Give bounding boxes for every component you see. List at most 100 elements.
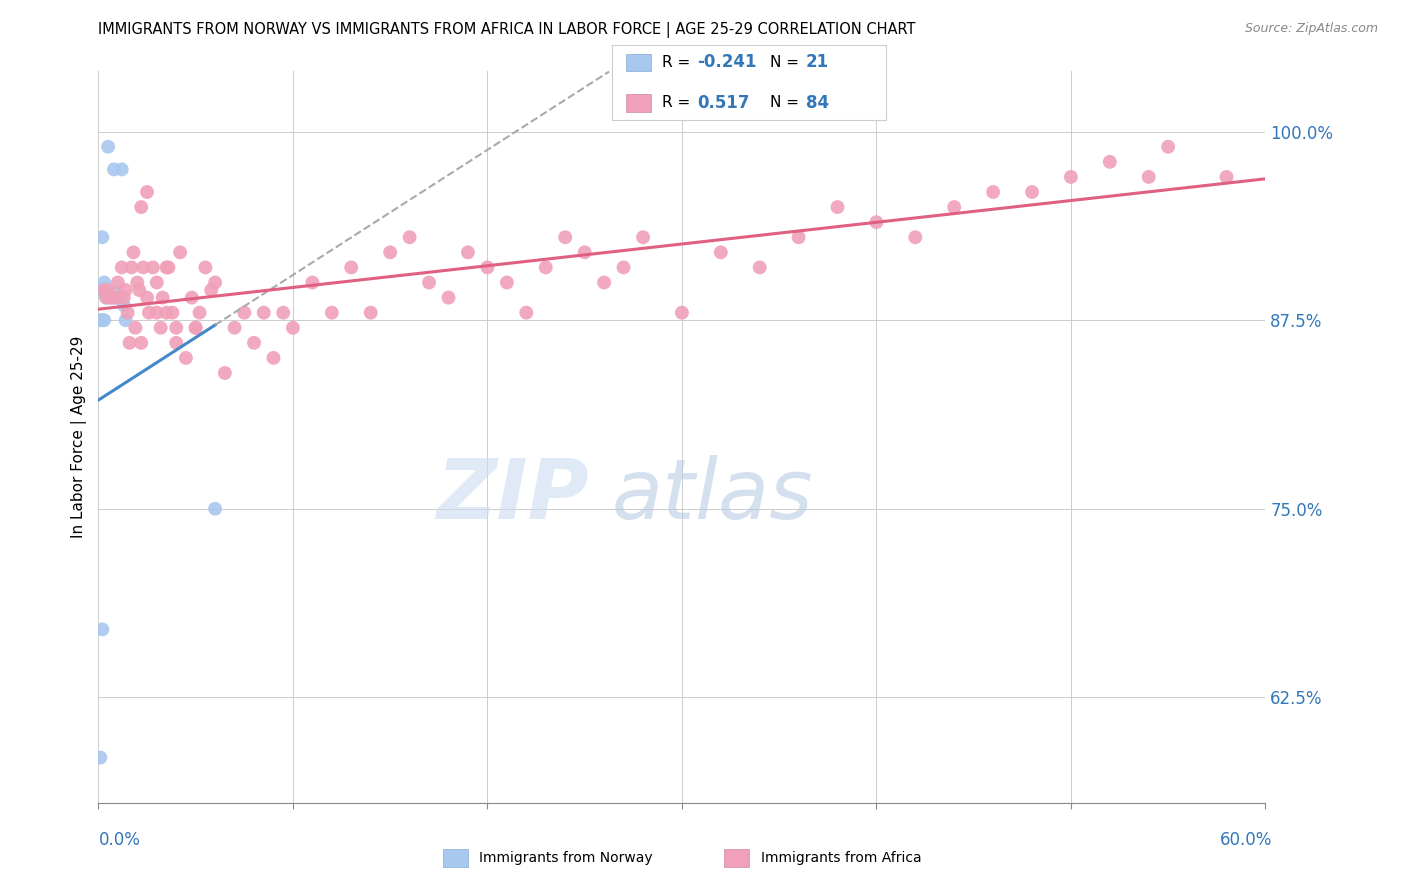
Point — [904, 230, 927, 244]
Text: 0.0%: 0.0% — [98, 831, 141, 849]
Point — [1098, 154, 1121, 169]
Point — [96, 291, 118, 305]
Point — [129, 335, 152, 350]
Point — [233, 306, 256, 320]
Point — [180, 291, 202, 305]
Point — [98, 291, 121, 305]
Text: Immigrants from Africa: Immigrants from Africa — [761, 851, 921, 865]
Point — [204, 276, 226, 290]
Point — [157, 260, 180, 275]
Text: 60.0%: 60.0% — [1220, 831, 1272, 849]
Point — [124, 320, 146, 334]
Point — [214, 366, 236, 380]
Point — [146, 276, 169, 290]
Point — [1157, 140, 1180, 154]
Point — [114, 313, 136, 327]
Point — [321, 306, 343, 320]
Point — [117, 306, 139, 320]
Text: 0.517: 0.517 — [697, 94, 749, 112]
Point — [340, 260, 363, 275]
Point — [132, 260, 155, 275]
Point — [96, 291, 118, 305]
Point — [112, 291, 135, 305]
Point — [574, 245, 596, 260]
Point — [613, 260, 636, 275]
Point — [101, 291, 124, 305]
Point — [378, 245, 402, 260]
Point — [136, 185, 159, 199]
Point — [93, 283, 115, 297]
Text: N =: N = — [770, 95, 804, 110]
Point — [515, 306, 537, 320]
Point — [1137, 169, 1160, 184]
Point — [149, 320, 172, 334]
Point — [418, 276, 440, 290]
Point — [103, 291, 125, 305]
Text: Immigrants from Norway: Immigrants from Norway — [479, 851, 652, 865]
Point — [224, 320, 246, 334]
Point — [108, 291, 131, 305]
Point — [104, 286, 127, 301]
Y-axis label: In Labor Force | Age 25-29: In Labor Force | Age 25-29 — [72, 336, 87, 538]
Point — [136, 291, 159, 305]
Point — [91, 313, 114, 327]
Point — [97, 140, 120, 154]
Point — [112, 298, 135, 312]
Point — [138, 306, 160, 320]
Point — [827, 200, 849, 214]
Point — [787, 230, 810, 244]
Text: -0.241: -0.241 — [697, 54, 756, 71]
Point — [534, 260, 557, 275]
Point — [188, 306, 211, 320]
Point — [554, 230, 576, 244]
Point — [122, 245, 145, 260]
Text: N =: N = — [770, 55, 804, 70]
Point — [200, 283, 222, 297]
Point — [142, 260, 165, 275]
Point — [89, 750, 111, 764]
Point — [107, 276, 129, 290]
Text: atlas: atlas — [612, 455, 814, 536]
Point — [243, 335, 266, 350]
Point — [981, 185, 1004, 199]
Point — [162, 306, 184, 320]
Point — [457, 245, 479, 260]
Point — [111, 162, 134, 177]
Point — [103, 162, 125, 177]
Point — [107, 291, 129, 305]
Point — [710, 245, 733, 260]
Point — [93, 313, 115, 327]
Point — [97, 283, 120, 297]
Point — [89, 283, 111, 297]
Point — [253, 306, 276, 320]
Text: 21: 21 — [806, 54, 828, 71]
Point — [631, 230, 654, 244]
Point — [495, 276, 517, 290]
Point — [865, 215, 887, 229]
Point — [104, 291, 127, 305]
Point — [360, 306, 382, 320]
Point — [152, 291, 174, 305]
Point — [111, 260, 134, 275]
Point — [593, 276, 616, 290]
Point — [165, 320, 187, 334]
Point — [281, 320, 304, 334]
Text: ZIP: ZIP — [436, 455, 589, 536]
Point — [184, 320, 207, 334]
Point — [262, 351, 284, 365]
Point — [91, 230, 114, 244]
Point — [748, 260, 770, 275]
Point — [271, 306, 294, 320]
Text: IMMIGRANTS FROM NORWAY VS IMMIGRANTS FROM AFRICA IN LABOR FORCE | AGE 25-29 CORR: IMMIGRANTS FROM NORWAY VS IMMIGRANTS FRO… — [98, 22, 915, 38]
Point — [437, 291, 460, 305]
Point — [169, 245, 191, 260]
Point — [118, 335, 141, 350]
Point — [128, 283, 150, 297]
Point — [671, 306, 693, 320]
Point — [114, 283, 136, 297]
Point — [165, 335, 187, 350]
Point — [204, 501, 226, 516]
Point — [943, 200, 966, 214]
Point — [398, 230, 420, 244]
Point — [174, 351, 197, 365]
